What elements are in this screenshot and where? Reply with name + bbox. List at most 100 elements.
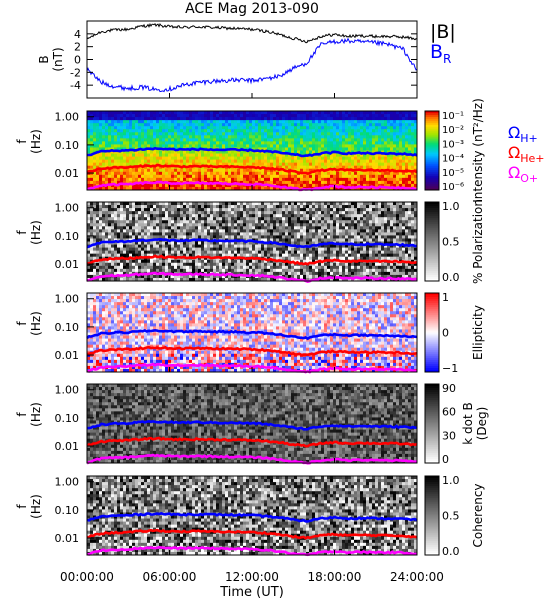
spectrogram-cell — [336, 171, 340, 176]
spectrogram-cell — [216, 177, 220, 182]
spectrogram-cell — [288, 214, 292, 218]
spectrogram-cell — [213, 268, 217, 273]
spectrogram-cell — [315, 132, 319, 136]
spectrogram-cell — [87, 265, 91, 270]
spectrogram-cell — [99, 153, 103, 157]
spectrogram-cell — [99, 129, 103, 133]
spectrogram-cell — [117, 211, 121, 215]
spectrogram-cell — [267, 226, 271, 230]
spectrogram-cell — [168, 150, 172, 154]
spectrogram-cell — [87, 274, 91, 279]
spectrogram-cell — [120, 114, 124, 118]
spectrogram-cell — [219, 253, 223, 258]
spectrogram-cell — [174, 226, 178, 230]
spectrogram-cell — [231, 111, 235, 115]
spectrogram-cell — [321, 232, 325, 236]
spectrogram-cell — [180, 126, 184, 130]
spectrogram-cell — [126, 153, 130, 157]
spectrogram-cell — [183, 126, 187, 130]
spectrogram-cell — [228, 235, 232, 239]
spectrogram-cell — [306, 211, 310, 215]
spectrogram-cell — [363, 177, 367, 182]
spectrogram-cell — [219, 214, 223, 218]
spectrogram-cell — [312, 111, 316, 115]
spectrogram-cell — [285, 268, 289, 273]
spectrogram-cell — [366, 114, 370, 118]
spectrogram-cell — [270, 186, 274, 191]
spectrogram-cell — [147, 168, 151, 173]
spectrogram-cell — [282, 262, 286, 267]
spectrogram-cell — [375, 114, 379, 118]
spectrogram-cell — [150, 244, 154, 248]
spectrogram-cell — [138, 211, 142, 215]
spectrogram-cell — [180, 277, 184, 282]
spectrogram-cell — [153, 123, 157, 127]
spectrogram-cell — [282, 123, 286, 127]
spectrogram-cell — [180, 168, 184, 173]
spectrogram-cell — [285, 241, 289, 245]
colorbar-cell — [425, 166, 439, 169]
spectrogram-cell — [135, 259, 139, 264]
spectrogram-cell — [315, 159, 319, 164]
spectrogram-cell — [135, 277, 139, 282]
spectrogram-cell — [189, 111, 193, 115]
spectrogram-cell — [378, 174, 382, 179]
spectrogram-cell — [141, 177, 145, 182]
spectrogram-cell — [99, 235, 103, 239]
spectrogram-cell — [351, 183, 355, 188]
spectrogram-cell — [366, 159, 370, 164]
spectrogram-cell — [219, 159, 223, 164]
spectrogram-cell — [204, 277, 208, 282]
spectrogram-cell — [171, 241, 175, 245]
spectrogram-cell — [138, 262, 142, 267]
spectrogram-cell — [162, 156, 166, 161]
spectrogram-cell — [264, 223, 268, 227]
spectrogram-cell — [240, 117, 244, 121]
spectrogram-cell — [354, 126, 358, 130]
spectrogram-cell — [270, 114, 274, 118]
spectrogram-cell — [303, 208, 307, 212]
spectrogram-cell — [282, 165, 286, 170]
spectrogram-cell — [297, 241, 301, 245]
spectrogram-cell — [252, 220, 256, 224]
spectrogram-cell — [309, 232, 313, 236]
spectrogram-cell — [174, 141, 178, 145]
spectrogram-cell — [123, 180, 127, 185]
spectrogram-cell — [318, 129, 322, 133]
spectrogram-cell — [324, 135, 328, 139]
spectrogram-cell — [108, 147, 112, 151]
spectrogram-cell — [399, 114, 403, 118]
spectrogram-cell — [309, 114, 313, 118]
spectrogram-cell — [198, 247, 202, 252]
spectrogram-cell — [153, 126, 157, 130]
spectrogram-cell — [231, 114, 235, 118]
spectrogram-cell — [201, 250, 205, 255]
spectrogram-cell — [153, 129, 157, 133]
spectrogram-cell — [243, 232, 247, 236]
spectrogram-cell — [327, 180, 331, 185]
spectrogram-cell — [288, 202, 292, 206]
spectrogram-cell — [246, 277, 250, 282]
spectrogram-cell — [207, 220, 211, 224]
spectrogram-cell — [204, 259, 208, 264]
spectrogram-cell — [357, 111, 361, 115]
spectrogram-cell — [108, 238, 112, 242]
spectrogram-cell — [96, 162, 100, 167]
spectrogram-cell — [165, 205, 169, 209]
spectrogram-cell — [168, 168, 172, 173]
spectrogram-cell — [261, 208, 265, 212]
spectrogram-cell — [186, 241, 190, 245]
spectrogram-cell — [372, 153, 376, 157]
spectrogram-cell — [159, 114, 163, 118]
spectrogram-cell — [240, 153, 244, 157]
spectrogram-cell — [150, 123, 154, 127]
spectrogram-cell — [138, 153, 142, 157]
spectrogram-cell — [216, 162, 220, 167]
spectrogram-cell — [93, 111, 97, 115]
spectrogram-cell — [249, 111, 253, 115]
spectrogram-cell — [138, 205, 142, 209]
spectrogram-cell — [276, 129, 280, 133]
spectrogram-cell — [300, 211, 304, 215]
spectrogram-cell — [171, 117, 175, 121]
spectrogram-cell — [252, 262, 256, 267]
